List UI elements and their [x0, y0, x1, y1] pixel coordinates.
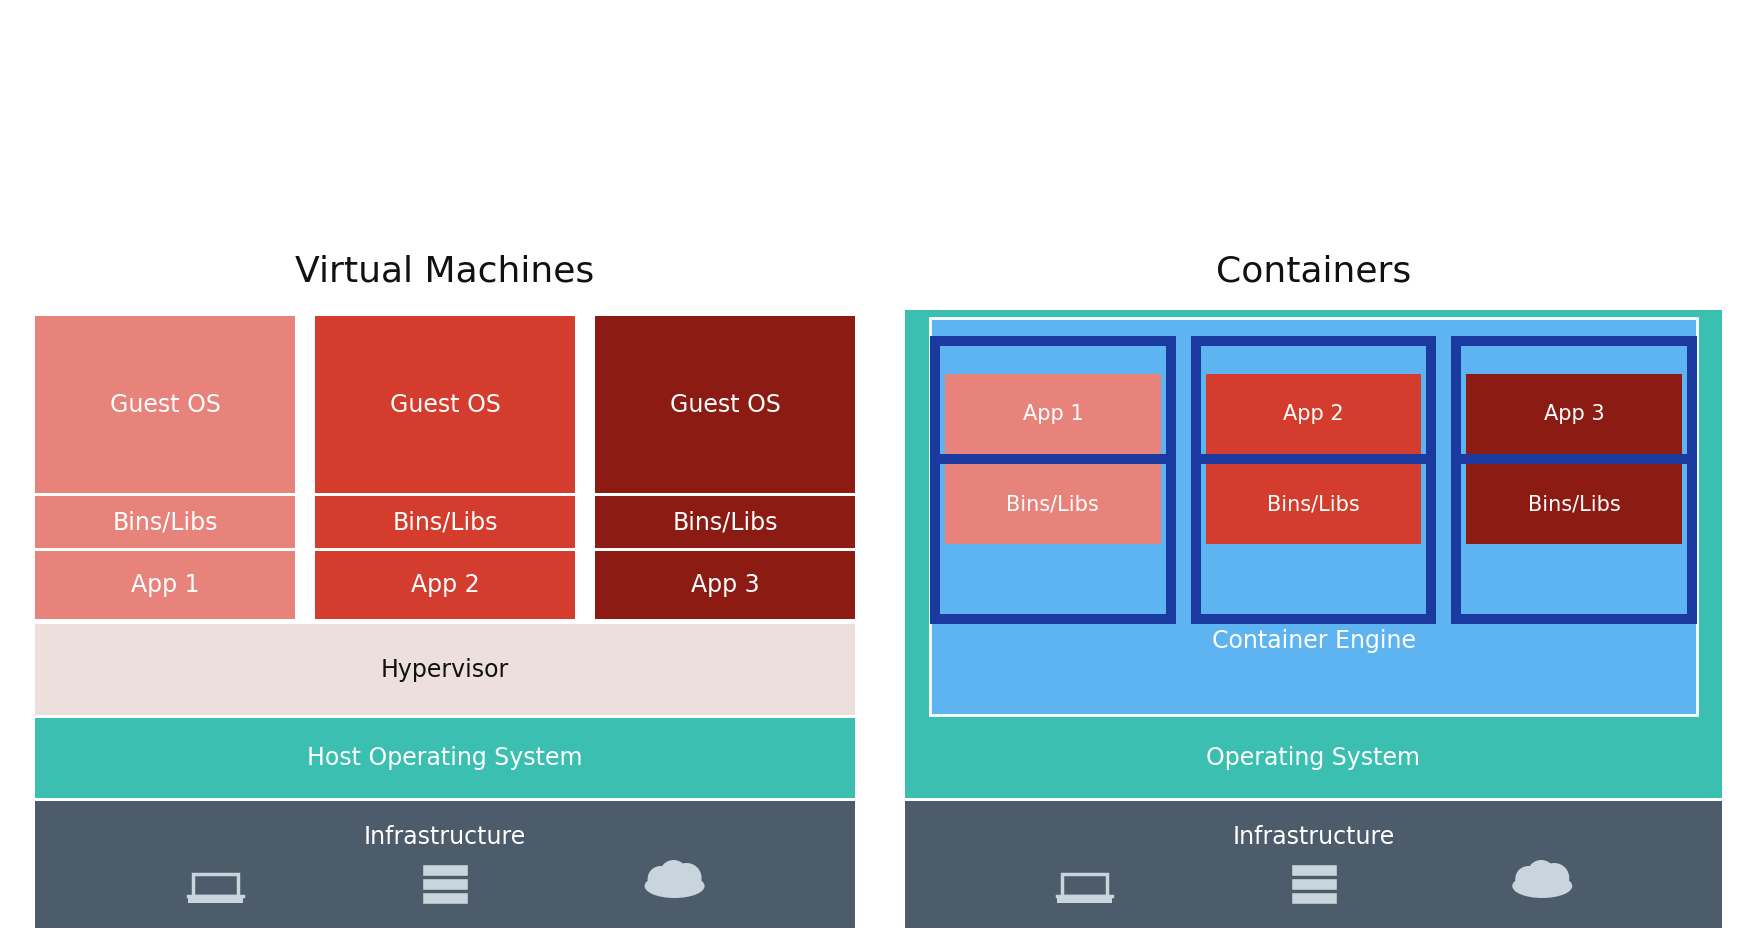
FancyBboxPatch shape: [1191, 336, 1200, 624]
FancyBboxPatch shape: [1290, 892, 1337, 904]
FancyBboxPatch shape: [1191, 454, 1435, 464]
Text: Bins/Libs: Bins/Libs: [673, 510, 778, 534]
Text: Bins/Libs: Bins/Libs: [112, 510, 218, 534]
Text: Guest OS: Guest OS: [109, 393, 220, 416]
FancyBboxPatch shape: [929, 614, 1175, 624]
FancyBboxPatch shape: [596, 551, 856, 619]
FancyBboxPatch shape: [35, 718, 856, 798]
Circle shape: [1515, 866, 1541, 892]
Text: App 1: App 1: [1023, 404, 1082, 424]
Text: Guest OS: Guest OS: [390, 393, 501, 416]
FancyBboxPatch shape: [1451, 614, 1697, 624]
Text: Bins/Libs: Bins/Libs: [1529, 494, 1620, 514]
FancyBboxPatch shape: [929, 318, 1697, 715]
FancyBboxPatch shape: [1205, 374, 1421, 454]
Text: Infrastructure: Infrastructure: [1232, 825, 1395, 849]
FancyBboxPatch shape: [315, 551, 575, 619]
FancyBboxPatch shape: [1451, 454, 1697, 464]
Text: App 1: App 1: [130, 573, 199, 597]
Ellipse shape: [1513, 874, 1573, 898]
FancyBboxPatch shape: [422, 878, 467, 890]
FancyBboxPatch shape: [1290, 864, 1337, 876]
Text: Infrastructure: Infrastructure: [364, 825, 525, 849]
FancyBboxPatch shape: [1191, 336, 1435, 346]
FancyBboxPatch shape: [1058, 896, 1112, 903]
FancyBboxPatch shape: [1191, 614, 1435, 624]
FancyBboxPatch shape: [1451, 336, 1462, 624]
Text: Virtual Machines: Virtual Machines: [295, 254, 594, 288]
FancyBboxPatch shape: [945, 464, 1161, 544]
FancyBboxPatch shape: [1467, 464, 1681, 544]
FancyBboxPatch shape: [422, 892, 467, 904]
Ellipse shape: [645, 874, 705, 898]
Circle shape: [671, 863, 701, 893]
Text: Bins/Libs: Bins/Libs: [1267, 494, 1360, 514]
FancyBboxPatch shape: [35, 801, 856, 928]
Text: App 2: App 2: [1283, 404, 1344, 424]
Circle shape: [659, 860, 687, 888]
Text: App 3: App 3: [691, 573, 759, 597]
FancyBboxPatch shape: [945, 374, 1161, 454]
Text: Host Operating System: Host Operating System: [307, 746, 583, 770]
FancyBboxPatch shape: [596, 496, 856, 548]
FancyBboxPatch shape: [596, 316, 856, 493]
FancyBboxPatch shape: [929, 336, 940, 624]
Circle shape: [1539, 863, 1569, 893]
Text: Bins/Libs: Bins/Libs: [1007, 494, 1100, 514]
FancyBboxPatch shape: [905, 310, 1722, 798]
Circle shape: [648, 866, 673, 892]
Text: Container Engine: Container Engine: [1212, 629, 1416, 653]
FancyBboxPatch shape: [35, 551, 295, 619]
Text: Hypervisor: Hypervisor: [381, 657, 510, 681]
Text: App 3: App 3: [1544, 404, 1604, 424]
Text: Guest OS: Guest OS: [669, 393, 780, 416]
FancyBboxPatch shape: [315, 316, 575, 493]
FancyBboxPatch shape: [1205, 464, 1421, 544]
FancyBboxPatch shape: [929, 454, 1175, 464]
FancyBboxPatch shape: [188, 896, 242, 903]
Text: Bins/Libs: Bins/Libs: [392, 510, 497, 534]
FancyBboxPatch shape: [1290, 878, 1337, 890]
FancyBboxPatch shape: [315, 496, 575, 548]
FancyBboxPatch shape: [1687, 336, 1697, 624]
FancyBboxPatch shape: [1427, 336, 1435, 624]
Circle shape: [1527, 860, 1555, 888]
FancyBboxPatch shape: [35, 316, 295, 493]
FancyBboxPatch shape: [1165, 336, 1175, 624]
FancyBboxPatch shape: [905, 801, 1722, 928]
Text: App 2: App 2: [411, 573, 480, 597]
Text: Operating System: Operating System: [1207, 746, 1420, 770]
FancyBboxPatch shape: [1451, 336, 1697, 346]
FancyBboxPatch shape: [35, 624, 856, 715]
FancyBboxPatch shape: [1467, 374, 1681, 454]
FancyBboxPatch shape: [35, 496, 295, 548]
FancyBboxPatch shape: [422, 864, 467, 876]
Text: Containers: Containers: [1216, 254, 1411, 288]
FancyBboxPatch shape: [929, 336, 1175, 346]
